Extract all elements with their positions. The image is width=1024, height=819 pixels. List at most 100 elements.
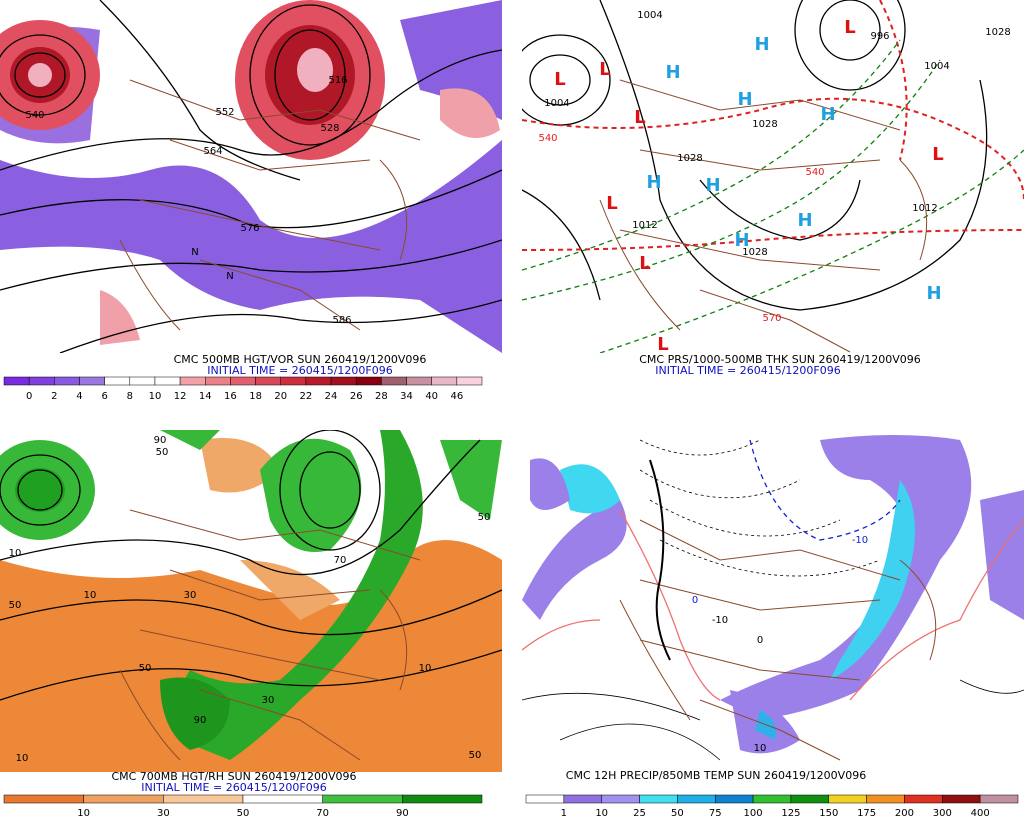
legend-label: 75	[709, 808, 722, 819]
isobar-label: 1012	[632, 220, 657, 231]
legend-label: 2	[51, 391, 57, 402]
legend-label: 30	[157, 808, 170, 819]
caption: CMC 12H PRECIP/850MB TEMP SUN 260419/120…	[566, 769, 866, 782]
low-center: L	[634, 107, 645, 128]
legend-swatch	[280, 376, 307, 386]
legend-swatch	[305, 376, 332, 386]
high-center: H	[646, 172, 661, 193]
legend-label: 0	[26, 391, 32, 402]
legend-swatch	[406, 376, 432, 386]
low-center: L	[844, 17, 855, 38]
rh-label: 50	[139, 663, 152, 674]
temp-label: 10	[754, 743, 767, 754]
legend-swatch	[866, 794, 905, 804]
legend: 0 2 4 6 8 10 12 14 16 18 20 22 24 26 28 34 40 46	[3, 376, 483, 402]
isobar-label: 1012	[912, 203, 937, 214]
init-time: INITIAL TIME = 260415/1200F096	[655, 364, 840, 377]
legend-swatch	[255, 376, 281, 386]
legend-label: 50	[671, 808, 684, 819]
legend-swatch	[828, 794, 867, 804]
temp-label: 0	[757, 635, 763, 646]
thickness-label: 540	[805, 167, 824, 178]
legend-label: 8	[127, 391, 133, 402]
legend-swatch	[205, 376, 231, 386]
isobar-label: 1004	[637, 10, 662, 21]
init-time: INITIAL TIME = 260415/1200F096	[141, 781, 326, 794]
rh-label: 10	[419, 663, 432, 674]
contour-label: 586	[332, 315, 351, 326]
legend-swatch	[714, 794, 754, 804]
legend-label: 1	[561, 808, 567, 819]
isobar-label: 1004	[924, 61, 949, 72]
rh-label: 50	[156, 447, 169, 458]
legend-swatch	[752, 794, 792, 804]
legend-label: 14	[199, 391, 212, 402]
legend-label: 18	[249, 391, 262, 402]
legend-label: 12	[174, 391, 187, 402]
map-500mb	[0, 0, 502, 353]
low-center: L	[932, 144, 943, 165]
high-center: H	[665, 62, 680, 83]
map-pressure	[522, 0, 1024, 353]
high-center: H	[734, 230, 749, 251]
isobar-label: 996	[870, 31, 889, 42]
legend-swatch	[3, 794, 84, 804]
contour-label: 528	[320, 123, 339, 134]
init-time: INITIAL TIME = 260415/1200F096	[207, 364, 392, 377]
rh-label: 10	[16, 753, 29, 764]
high-center: H	[926, 283, 941, 304]
legend-label: 46	[450, 391, 463, 402]
legend-swatch	[381, 376, 407, 386]
high-center: H	[797, 210, 812, 231]
temp-label: -10	[712, 615, 728, 626]
legend-swatch	[104, 376, 131, 386]
legend-label: 300	[933, 808, 952, 819]
legend-swatch	[242, 794, 323, 804]
legend-label: 125	[781, 808, 800, 819]
legend-label: 175	[857, 808, 876, 819]
map-precip	[522, 430, 1024, 768]
center-label: N	[226, 271, 233, 282]
legend-swatch	[790, 794, 830, 804]
legend-swatch	[322, 794, 403, 804]
map-labels: 540 552 516 528 564 576 586 N N	[25, 75, 351, 326]
legend-label: 26	[350, 391, 363, 402]
high-center: H	[737, 89, 752, 110]
legend-swatch	[83, 794, 164, 804]
legend-label: 70	[316, 808, 329, 819]
legend-swatch	[3, 376, 30, 386]
legend-label: 16	[224, 391, 237, 402]
legend-label: 6	[101, 391, 107, 402]
caption: CMC 700MB HGT/RH SUN 260419/1200V096	[111, 770, 356, 783]
legend-swatch	[402, 794, 483, 804]
isobar-label: 1028	[985, 27, 1010, 38]
thickness-label: 570	[762, 313, 781, 324]
legend-label: 28	[375, 391, 388, 402]
rh-label: 10	[9, 548, 22, 559]
legend-label: 22	[300, 391, 313, 402]
temp-label: 0	[692, 595, 698, 606]
legend-swatch	[179, 376, 206, 386]
center-label: N	[191, 247, 198, 258]
legend-swatch	[355, 376, 382, 386]
rh-label: 50	[478, 512, 491, 523]
map-labels: -10 0 -10 0 10	[692, 535, 868, 754]
rh-label: 70	[334, 555, 347, 566]
map-labels: 1004 1004 1028 1028 1028 1012 1012 996 1…	[538, 10, 1010, 355]
legend-swatch	[639, 794, 678, 804]
low-center: L	[639, 253, 650, 274]
rh-label: 30	[262, 695, 275, 706]
rh-label: 50	[469, 750, 482, 761]
legend-label: 200	[895, 808, 914, 819]
legend-label: 40	[425, 391, 438, 402]
temp-label: -10	[852, 535, 868, 546]
legend-swatch	[942, 794, 981, 804]
contour-label: 552	[215, 107, 234, 118]
low-center: L	[554, 69, 565, 90]
low-center: L	[657, 334, 668, 355]
legend-label: 20	[274, 391, 287, 402]
map-700mb	[0, 430, 502, 772]
legend-swatch	[904, 794, 943, 804]
legend-label: 10	[77, 808, 90, 819]
